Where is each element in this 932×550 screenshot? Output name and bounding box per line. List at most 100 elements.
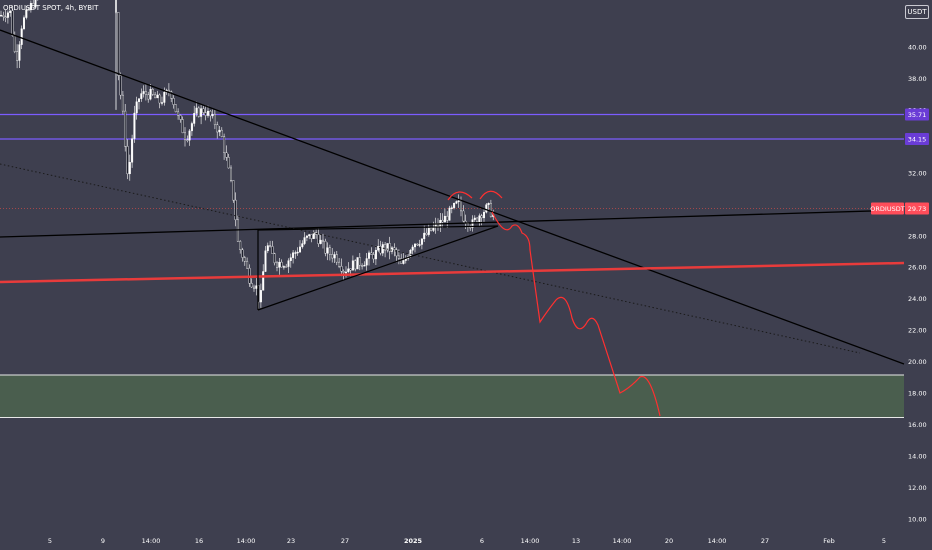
candle[interactable] [420,238,423,250]
candle[interactable] [179,114,182,123]
candle[interactable] [370,247,373,255]
candle[interactable] [324,238,327,257]
candle[interactable] [425,228,428,236]
candle[interactable] [358,253,361,271]
candle[interactable] [0,10,2,17]
candle[interactable] [195,101,198,117]
candle[interactable] [414,243,417,253]
triangle-pattern[interactable] [257,225,499,311]
candle[interactable] [384,241,387,258]
candle[interactable] [418,239,421,248]
candle[interactable] [489,199,492,218]
candle[interactable] [18,41,21,68]
candle[interactable] [455,200,458,205]
candle[interactable] [158,93,161,109]
candle[interactable] [430,227,433,232]
candle[interactable] [365,252,368,271]
descending-resistance-trendline[interactable] [0,29,905,365]
candle[interactable] [218,126,221,137]
candle[interactable] [269,240,272,248]
candle[interactable] [32,0,35,10]
candle[interactable] [25,6,28,20]
candle[interactable] [411,244,414,255]
candle[interactable] [462,205,465,223]
candle[interactable] [485,202,488,214]
candle[interactable] [374,245,377,266]
candle[interactable] [229,165,232,183]
candle[interactable] [202,105,205,116]
candle[interactable] [305,235,308,242]
candle[interactable] [347,262,350,273]
candle[interactable] [264,245,267,272]
candle[interactable] [255,278,258,296]
candle[interactable] [170,90,173,103]
candle[interactable] [227,153,230,169]
candle[interactable] [423,225,426,243]
candle[interactable] [386,243,389,253]
candle[interactable] [193,105,196,127]
candle[interactable] [356,257,359,270]
candle[interactable] [301,240,304,249]
candle[interactable] [37,0,39,1]
candle[interactable] [338,258,341,269]
candle[interactable] [225,145,228,161]
candle[interactable] [188,129,191,146]
candle[interactable] [11,5,14,37]
candle[interactable] [317,228,320,248]
candle[interactable] [280,259,283,268]
candle[interactable] [177,108,180,120]
candle[interactable] [453,202,456,210]
candle[interactable] [190,121,193,136]
candle[interactable] [310,234,313,243]
candle[interactable] [121,90,124,115]
candle[interactable] [128,154,131,181]
candle[interactable] [239,240,242,254]
candle[interactable] [223,133,226,160]
candle[interactable] [174,104,177,113]
candle[interactable] [142,85,145,98]
candle[interactable] [457,194,460,208]
candle[interactable] [147,91,150,103]
candle[interactable] [140,88,143,102]
candle[interactable] [377,239,380,253]
candle[interactable] [282,265,285,270]
candle[interactable] [469,224,472,231]
candle[interactable] [287,258,290,273]
candle[interactable] [331,248,334,263]
candle[interactable] [172,95,175,109]
candle[interactable] [220,127,223,138]
candle[interactable] [289,253,292,268]
candle[interactable] [439,213,442,233]
candle[interactable] [144,84,147,101]
candle[interactable] [400,253,403,264]
candle[interactable] [119,72,122,100]
candle[interactable] [379,240,382,256]
candle[interactable] [209,110,212,122]
candle[interactable] [16,44,19,69]
candle[interactable] [160,96,163,106]
candle[interactable] [151,87,154,97]
candle[interactable] [404,255,407,264]
support-trendline[interactable] [0,261,905,284]
candle[interactable] [285,263,288,268]
candle[interactable] [20,25,23,49]
candle[interactable] [450,205,453,214]
candle[interactable] [236,215,239,242]
candle[interactable] [480,213,483,226]
candle[interactable] [200,103,203,125]
candle[interactable] [395,247,398,263]
candle[interactable] [149,84,152,101]
candle[interactable] [183,127,186,147]
candle[interactable] [186,135,189,143]
candle[interactable] [351,255,354,271]
candle[interactable] [296,247,299,256]
candle[interactable] [448,205,451,221]
candle[interactable] [363,261,366,267]
candle[interactable] [308,234,311,240]
candle[interactable] [361,263,364,270]
candle[interactable] [292,249,295,264]
candle[interactable] [216,121,219,139]
candle[interactable] [213,109,216,130]
candle[interactable] [6,10,9,24]
